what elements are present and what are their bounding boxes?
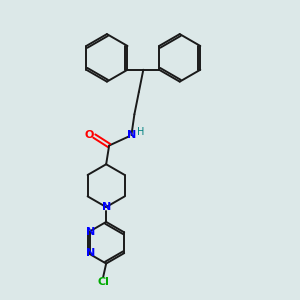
Text: N: N — [127, 130, 136, 140]
Text: N: N — [101, 202, 111, 212]
Text: H: H — [137, 127, 145, 137]
Text: O: O — [84, 130, 94, 140]
Text: Cl: Cl — [97, 277, 109, 287]
Text: N: N — [86, 227, 95, 237]
Text: N: N — [86, 248, 95, 258]
